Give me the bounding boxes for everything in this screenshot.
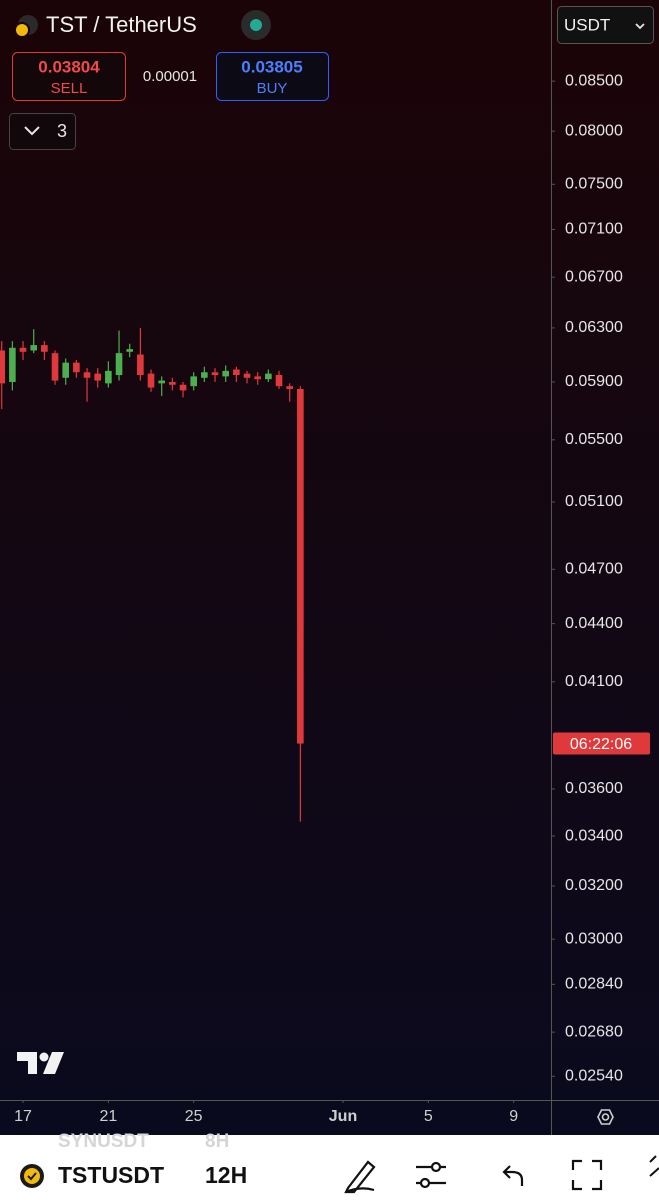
undo-icon[interactable] xyxy=(502,1165,524,1186)
y-tick-label: 0.02540 xyxy=(565,1068,623,1085)
candle-body xyxy=(211,372,219,376)
symbol-title[interactable]: TST / TetherUS xyxy=(46,12,197,37)
candle-body xyxy=(169,381,176,385)
y-tick-label: 0.05900 xyxy=(565,373,623,390)
candle-body xyxy=(286,386,293,389)
x-tick-label: 17 xyxy=(14,1108,32,1125)
price-label-bg xyxy=(553,732,650,755)
candle-body xyxy=(233,369,240,376)
buy-button[interactable] xyxy=(216,52,329,101)
symbol-icon xyxy=(14,22,30,38)
candle-body xyxy=(254,376,261,380)
candle-body xyxy=(222,370,229,377)
candle-body xyxy=(275,375,283,387)
candle-body xyxy=(51,353,59,381)
plot xyxy=(0,327,304,822)
indicators-count: 3 xyxy=(57,121,67,141)
candle-body xyxy=(137,354,144,376)
y-tick-label: 0.07500 xyxy=(565,175,623,192)
candle-body xyxy=(147,373,155,388)
candle-body xyxy=(94,373,102,381)
y-tick-label: 0.03400 xyxy=(565,827,623,844)
candle-body xyxy=(243,373,251,378)
bottom-interval[interactable]: 12H xyxy=(205,1162,247,1188)
y-tick-label: 0.05100 xyxy=(565,493,623,510)
market-status-dot xyxy=(250,19,262,31)
faded-interval: 8H xyxy=(205,1131,229,1152)
y-tick-label: 0.04700 xyxy=(565,561,623,578)
y-tick-label: 0.07100 xyxy=(565,221,623,238)
candle-body xyxy=(0,350,6,384)
y-tick-label: 0.06300 xyxy=(565,319,623,336)
y-tick-label: 0.03600 xyxy=(565,780,623,797)
indicators-toggle[interactable] xyxy=(9,113,76,150)
candle-body xyxy=(30,345,38,351)
y-tick-label: 0.02840 xyxy=(565,976,623,993)
symbol-icon xyxy=(27,1172,37,1181)
y-tick-label: 0.08000 xyxy=(565,122,623,139)
faded-symbol: SYNUSDT xyxy=(58,1131,149,1152)
currency-select[interactable] xyxy=(557,6,654,44)
candle-body xyxy=(19,347,27,352)
y-tick-label: 0.05500 xyxy=(565,431,623,448)
candle-body xyxy=(297,388,304,744)
fullscreen-icon[interactable] xyxy=(571,1159,603,1191)
x-tick-label: Jun xyxy=(329,1108,357,1125)
candle-body xyxy=(179,384,187,391)
x-tick-label: 21 xyxy=(99,1108,117,1125)
sell-button[interactable] xyxy=(12,52,126,101)
buy-price: 0.03805 xyxy=(241,57,302,76)
menu-icon[interactable] xyxy=(649,1155,659,1177)
candle-body xyxy=(126,349,134,352)
y-tick-label: 0.06700 xyxy=(565,268,623,285)
tv-logo xyxy=(17,1052,64,1074)
candle-body xyxy=(83,372,91,378)
buy-label: BUY xyxy=(257,80,288,97)
candle-body xyxy=(265,373,272,380)
y-tick-label: 0.03200 xyxy=(565,877,623,894)
candle-body xyxy=(62,362,70,378)
candle-body xyxy=(158,380,166,384)
y-tick-label: 0.02680 xyxy=(565,1023,623,1040)
y-tick-label: 0.03000 xyxy=(565,930,623,947)
y-tick-label: 0.04400 xyxy=(565,615,623,632)
x-tick-label: 9 xyxy=(509,1108,518,1125)
bottom-bar xyxy=(0,1135,659,1200)
spread: 0.00001 xyxy=(143,68,197,85)
x-tick-label: 5 xyxy=(424,1108,433,1125)
bottom-symbol[interactable]: TSTUSDT xyxy=(58,1162,164,1188)
candle-body xyxy=(9,347,16,382)
sell-price: 0.03804 xyxy=(38,57,100,76)
background xyxy=(0,0,659,1135)
draw-icon[interactable] xyxy=(344,1160,376,1194)
settings-icon xyxy=(601,1113,610,1121)
x-tick-label: 25 xyxy=(185,1108,203,1125)
settings-sliders-icon[interactable] xyxy=(416,1161,446,1189)
y-tick-label: 0.08500 xyxy=(565,72,623,89)
candle-body xyxy=(41,345,48,352)
sell-label: SELL xyxy=(51,80,88,97)
chevron-icon xyxy=(24,126,40,136)
chevron-icon xyxy=(635,23,645,30)
candle-body xyxy=(201,372,208,378)
symbol-icon xyxy=(24,1168,40,1184)
candle-body xyxy=(115,353,123,376)
candle-body xyxy=(190,376,197,387)
settings-icon[interactable] xyxy=(597,1109,614,1125)
candle-body xyxy=(105,370,112,384)
currency: USDT xyxy=(564,15,610,34)
candle-body xyxy=(73,362,80,373)
y-tick-label: 0.04100 xyxy=(565,673,623,690)
countdown: 06:22:06 xyxy=(570,736,632,753)
